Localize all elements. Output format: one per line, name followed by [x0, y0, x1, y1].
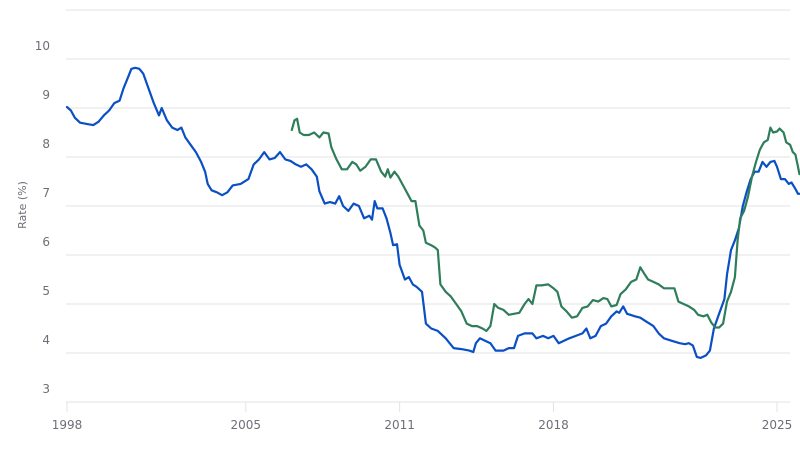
x-tick-label: 1998 — [52, 418, 83, 432]
gridlines — [66, 9, 790, 403]
y-axis-label: Rate (%) — [16, 181, 29, 229]
series-layer — [65, 66, 800, 359]
series-blue-line — [65, 66, 800, 359]
y-tick-label: 4 — [42, 333, 50, 347]
y-tick-label: 10 — [35, 39, 50, 53]
x-tick-label: 2011 — [384, 418, 415, 432]
y-tick-label: 6 — [42, 235, 50, 249]
y-tick-label: 7 — [42, 186, 50, 200]
y-tick-label: 3 — [42, 382, 50, 396]
y-tick-label: 8 — [42, 137, 50, 151]
x-tick-label: 2025 — [762, 418, 793, 432]
y-tick-label: 5 — [42, 284, 50, 298]
x-axis-ticks: 1998 2005 2011 2018 2025 — [52, 402, 793, 432]
x-tick-label: 2005 — [231, 418, 262, 432]
y-tick-label: 9 — [42, 88, 50, 102]
series-green-line — [290, 117, 800, 332]
y-axis-ticks: 3 4 5 6 7 8 9 10 — [35, 39, 50, 396]
x-tick-label: 2018 — [538, 418, 569, 432]
